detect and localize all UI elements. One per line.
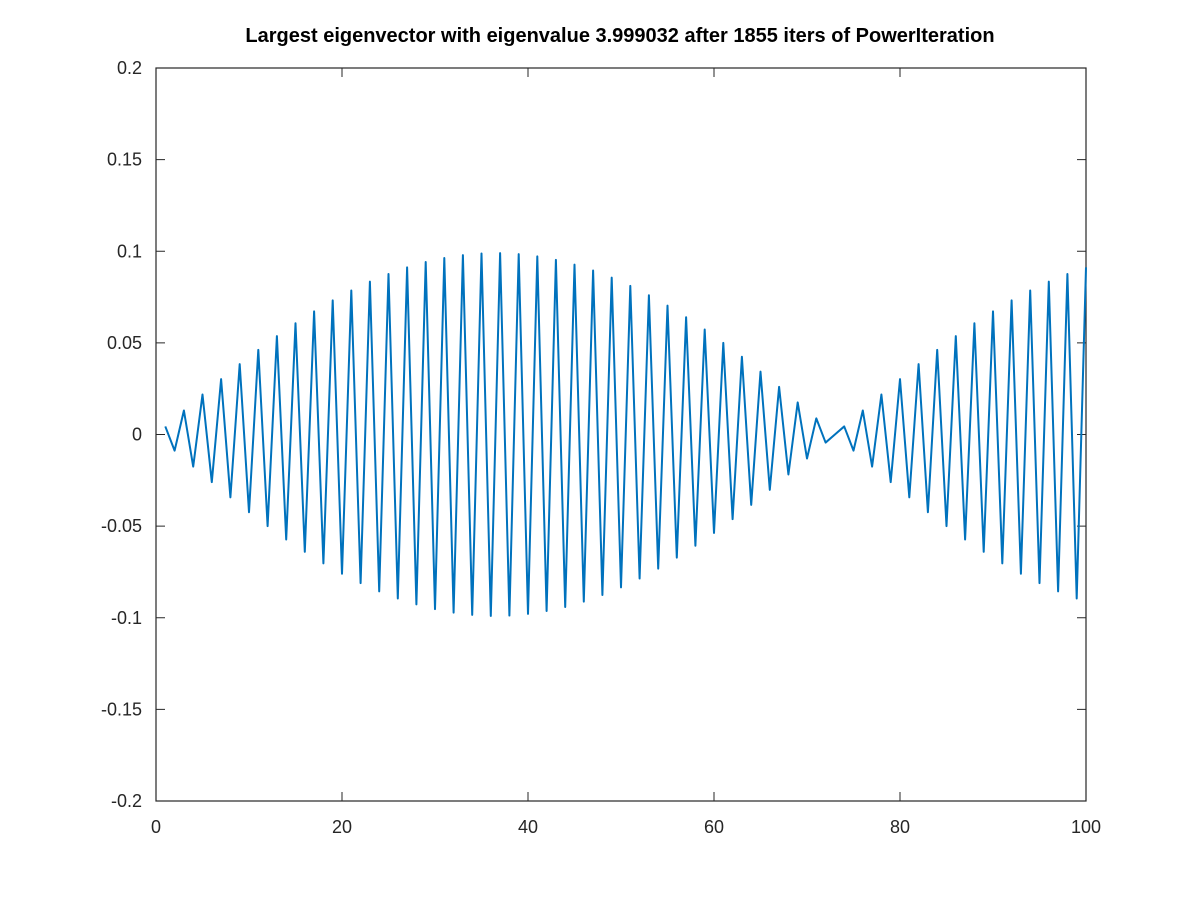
x-tick-label: 60 <box>704 817 724 837</box>
y-tick-label: -0.15 <box>101 699 142 719</box>
y-tick-label: 0.15 <box>107 150 142 170</box>
axes-box <box>155 67 1087 802</box>
y-tick-label: -0.2 <box>111 791 142 811</box>
series-line <box>164 252 1087 617</box>
y-tick-label: 0.2 <box>117 58 142 78</box>
plot-area: 0 20 40 60 80 100 -0.2 -0.15 -0.1 -0.05 0 0.05 0.1 0.… <box>101 58 1101 837</box>
x-tick-label: 100 <box>1071 817 1101 837</box>
y-tick-label: 0 <box>132 425 142 445</box>
y-tick-label: 0.1 <box>117 241 142 261</box>
y-tick-label: 0.05 <box>107 333 142 353</box>
x-tick-label: 20 <box>332 817 352 837</box>
chart-title: Largest eigenvector with eigenvalue 3.99… <box>245 25 994 47</box>
x-tick-label: 40 <box>518 817 538 837</box>
x-tick-label: 80 <box>890 817 910 837</box>
y-tick-label: -0.1 <box>111 608 142 628</box>
x-tick-label: 0 <box>151 817 161 837</box>
y-tick-label: -0.05 <box>101 516 142 536</box>
